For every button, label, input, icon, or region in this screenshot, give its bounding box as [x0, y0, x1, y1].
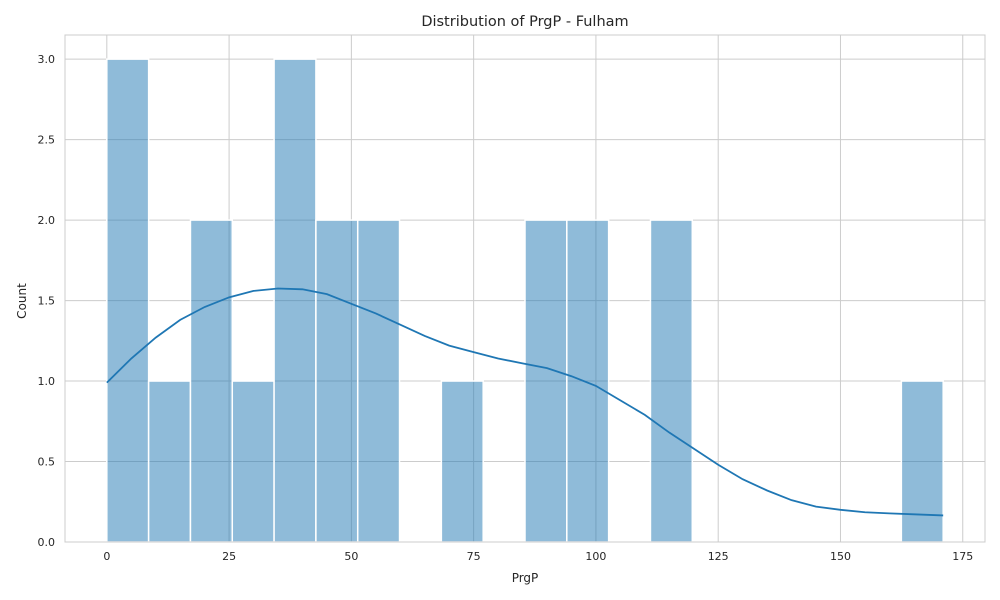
kde-curve: [106, 287, 944, 517]
histogram-bar: [231, 380, 275, 543]
x-tick-label: 150: [830, 550, 851, 563]
y-tick-label: 1.5: [38, 295, 56, 308]
x-tick-label: 175: [952, 550, 973, 563]
x-tick-label: 75: [467, 550, 481, 563]
y-tick-labels: 0.0 0.5 1.0 1.5 2.0 2.5 3.0: [38, 53, 56, 549]
y-tick-label: 2.5: [38, 134, 56, 147]
histogram-bar: [189, 219, 234, 543]
histogram-bar: [566, 219, 610, 543]
y-tick-label: 2.0: [38, 214, 56, 227]
x-tick-label: 125: [708, 550, 729, 563]
histogram-bar: [315, 219, 359, 543]
histogram-bars: [106, 58, 944, 543]
x-tick-label: 100: [585, 550, 606, 563]
y-tick-label: 0.0: [38, 536, 56, 549]
plot-frame: [64, 34, 986, 543]
x-tick-labels: 0 25 50 75 100 125 150 175: [103, 550, 973, 563]
x-tick-label: 25: [222, 550, 236, 563]
y-tick-label: 0.5: [38, 456, 56, 469]
y-tick-label: 3.0: [38, 53, 56, 66]
histogram-bar: [524, 219, 568, 543]
histogram-bar: [900, 380, 944, 543]
chart-title: Distribution of PrgP - Fulham: [421, 14, 628, 30]
y-axis-label: Count: [15, 283, 29, 319]
histogram-bar: [440, 380, 484, 543]
histogram-bar: [649, 219, 694, 543]
x-tick-label: 50: [344, 550, 358, 563]
histogram-bar: [106, 58, 150, 543]
x-axis-label: PrgP: [512, 571, 539, 585]
histogram-bar: [273, 58, 317, 543]
histogram-bar: [356, 219, 401, 543]
histogram-bar: [147, 380, 192, 543]
y-tick-label: 1.0: [38, 375, 56, 388]
x-tick-label: 0: [103, 550, 110, 563]
